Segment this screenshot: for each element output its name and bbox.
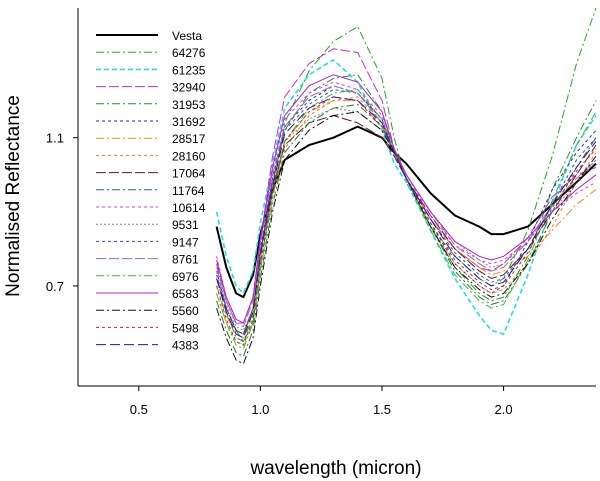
y-tick-label: 0.7 <box>46 279 64 294</box>
series-line-8761 <box>216 85 597 328</box>
legend-label-9147: 9147 <box>172 235 199 249</box>
series-line-6976 <box>216 89 597 350</box>
series-line-5560 <box>216 111 597 365</box>
legend-label-5560: 5560 <box>172 304 199 318</box>
x-axis-title: wavelength (micron) <box>249 458 421 479</box>
series-line-31953 <box>216 74 597 342</box>
legend-label-8761: 8761 <box>172 253 199 267</box>
legend-label-4383: 4383 <box>172 339 199 353</box>
legend-label-17064: 17064 <box>172 167 206 181</box>
legend-label-6976: 6976 <box>172 270 199 284</box>
series-line-5498 <box>216 96 597 346</box>
x-tick-label: 1.0 <box>251 402 269 417</box>
legend-label-32940: 32940 <box>172 81 206 95</box>
legend-label-11764: 11764 <box>172 184 205 198</box>
series-line-11764 <box>216 103 597 357</box>
y-tick-label: 1.1 <box>46 131 64 146</box>
series-line-32940 <box>216 48 597 324</box>
legend-label-28517: 28517 <box>172 132 206 146</box>
series-line-61235 <box>215 59 597 335</box>
legend-label-64276: 64276 <box>172 46 206 60</box>
legend-label-61235: 61235 <box>172 63 206 77</box>
y-axis-title: Normalised Reflectance <box>3 95 24 297</box>
legend-label-31692: 31692 <box>172 115 206 129</box>
legend-label-5498: 5498 <box>172 321 199 335</box>
legend-label-28160: 28160 <box>172 149 206 163</box>
series-line-28160 <box>216 96 597 346</box>
x-tick-label: 0.5 <box>130 402 148 417</box>
series-line-4383 <box>216 96 597 339</box>
legend-label-vesta: Vesta <box>172 29 202 43</box>
series-line-9531 <box>216 107 597 331</box>
legend-label-9531: 9531 <box>172 218 199 232</box>
legend-label-31953: 31953 <box>172 98 206 112</box>
x-tick-label: 2.0 <box>495 402 513 417</box>
legend-label-6583: 6583 <box>172 287 199 301</box>
series-line-9147 <box>216 89 597 335</box>
series-line-6583 <box>216 74 597 324</box>
legend-label-10614: 10614 <box>172 201 206 215</box>
x-tick-label: 1.5 <box>373 402 391 417</box>
